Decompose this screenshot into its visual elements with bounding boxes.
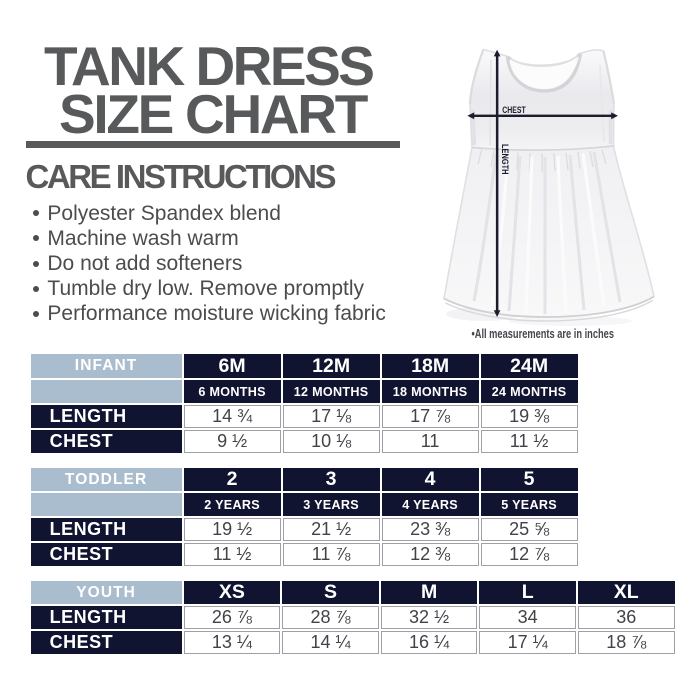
svg-text:•All measurements are in inche: •All measurements are in inches bbox=[472, 326, 615, 341]
svg-text:CHEST: CHEST bbox=[502, 105, 526, 115]
svg-text:LENGTH: LENGTH bbox=[500, 144, 510, 175]
